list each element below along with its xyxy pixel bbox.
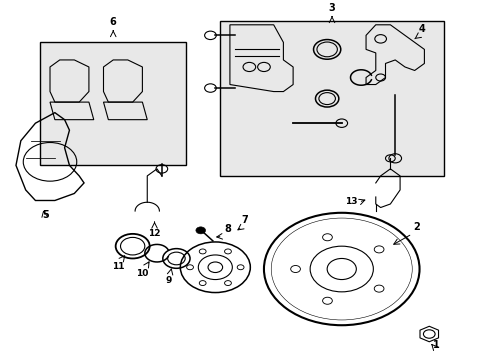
Text: 9: 9 (165, 276, 172, 285)
Text: 1: 1 (432, 340, 439, 350)
Bar (40, 42, 186, 165)
Text: 8: 8 (224, 224, 230, 234)
Text: 7: 7 (241, 215, 247, 225)
Text: 3: 3 (328, 3, 335, 13)
Text: 13: 13 (345, 197, 357, 206)
Text: 5: 5 (41, 210, 48, 220)
Text: 10: 10 (136, 269, 148, 278)
Circle shape (196, 227, 205, 234)
Text: 11: 11 (112, 262, 124, 271)
Text: 12: 12 (148, 229, 161, 238)
Text: 6: 6 (110, 17, 116, 27)
Bar (220, 21, 443, 176)
Text: 2: 2 (413, 222, 420, 232)
Text: 4: 4 (418, 24, 425, 33)
